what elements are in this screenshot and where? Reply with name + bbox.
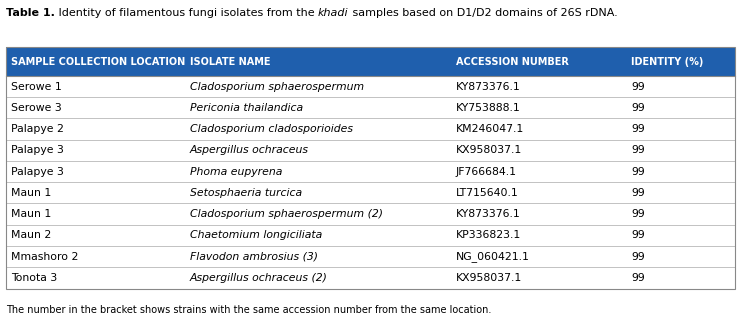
Text: KY753888.1: KY753888.1 <box>456 103 521 113</box>
Text: Serowe 1: Serowe 1 <box>11 82 62 92</box>
Text: 99: 99 <box>631 124 645 134</box>
Text: KY873376.1: KY873376.1 <box>456 209 521 219</box>
Text: Mmashoro 2: Mmashoro 2 <box>11 252 79 262</box>
Text: KX958037.1: KX958037.1 <box>456 145 522 156</box>
Text: Phoma eupyrena: Phoma eupyrena <box>190 167 282 177</box>
Text: ACCESSION NUMBER: ACCESSION NUMBER <box>456 57 569 67</box>
Text: LT715640.1: LT715640.1 <box>456 188 519 198</box>
Text: khadi: khadi <box>318 8 348 18</box>
Text: 99: 99 <box>631 167 645 177</box>
Text: 99: 99 <box>631 252 645 262</box>
Text: 99: 99 <box>631 188 645 198</box>
Text: Setosphaeria turcica: Setosphaeria turcica <box>190 188 302 198</box>
Text: IDENTITY (%): IDENTITY (%) <box>631 57 703 67</box>
Text: Table 1.: Table 1. <box>6 8 55 18</box>
Text: JF766684.1: JF766684.1 <box>456 167 517 177</box>
Text: Cladosporium sphaerospermum: Cladosporium sphaerospermum <box>190 82 364 92</box>
Text: Palapye 3: Palapye 3 <box>11 167 64 177</box>
Text: 99: 99 <box>631 145 645 156</box>
Text: Palapye 2: Palapye 2 <box>11 124 64 134</box>
Text: 99: 99 <box>631 230 645 240</box>
Text: 99: 99 <box>631 209 645 219</box>
Text: SAMPLE COLLECTION LOCATION: SAMPLE COLLECTION LOCATION <box>11 57 185 67</box>
Text: Tonota 3: Tonota 3 <box>11 273 57 283</box>
Text: KP336823.1: KP336823.1 <box>456 230 521 240</box>
Text: Maun 1: Maun 1 <box>11 209 51 219</box>
Text: Periconia thailandica: Periconia thailandica <box>190 103 303 113</box>
Text: 99: 99 <box>631 273 645 283</box>
Text: 99: 99 <box>631 103 645 113</box>
Text: Palapye 3: Palapye 3 <box>11 145 64 156</box>
Text: Maun 2: Maun 2 <box>11 230 51 240</box>
Text: Maun 1: Maun 1 <box>11 188 51 198</box>
Text: 99: 99 <box>631 82 645 92</box>
Text: Serowe 3: Serowe 3 <box>11 103 62 113</box>
Text: Flavodon ambrosius (3): Flavodon ambrosius (3) <box>190 252 318 262</box>
Text: Cladosporium sphaerospermum (2): Cladosporium sphaerospermum (2) <box>190 209 383 219</box>
Bar <box>6 47 735 76</box>
Text: The number in the bracket shows strains with the same accession number from the : The number in the bracket shows strains … <box>6 305 491 315</box>
Text: Chaetomium longiciliata: Chaetomium longiciliata <box>190 230 322 240</box>
Text: KX958037.1: KX958037.1 <box>456 273 522 283</box>
Text: NG_060421.1: NG_060421.1 <box>456 251 530 262</box>
Bar <box>6 47 735 289</box>
Text: ISOLATE NAME: ISOLATE NAME <box>190 57 270 67</box>
Text: KM246047.1: KM246047.1 <box>456 124 524 134</box>
Text: Cladosporium cladosporioides: Cladosporium cladosporioides <box>190 124 353 134</box>
Text: Aspergillus ochraceus (2): Aspergillus ochraceus (2) <box>190 273 328 283</box>
Text: KY873376.1: KY873376.1 <box>456 82 521 92</box>
Text: Identity of filamentous fungi isolates from the: Identity of filamentous fungi isolates f… <box>55 8 318 18</box>
Text: samples based on D1/D2 domains of 26S rDNA.: samples based on D1/D2 domains of 26S rD… <box>348 8 617 18</box>
Text: Aspergillus ochraceus: Aspergillus ochraceus <box>190 145 309 156</box>
